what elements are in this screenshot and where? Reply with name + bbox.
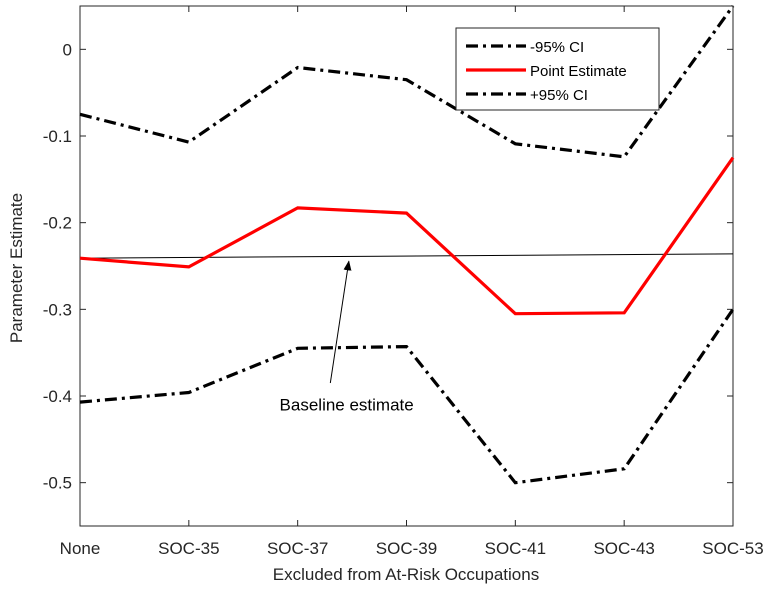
x-axis-label: Excluded from At-Risk Occupations [273,565,539,584]
x-tick-label: SOC-35 [158,539,219,558]
y-axis-label: Parameter Estimate [7,193,26,343]
y-tick-label: -0.2 [43,214,72,233]
x-tick-label: SOC-43 [593,539,654,558]
x-tick-label: SOC-41 [485,539,546,558]
annotation-arrow [329,260,352,384]
x-tick-label: None [60,539,101,558]
series-line-2 [79,5,735,159]
legend-label-1: Point Estimate [530,63,627,80]
x-tick-label: SOC-37 [267,539,328,558]
y-tick-label: -0.5 [43,474,72,493]
series-line-1 [79,156,735,316]
y-tick-label: -0.3 [43,300,72,319]
series-line-0 [79,308,735,485]
annotation-label: Baseline estimate [280,396,414,415]
y-tick-label: -0.4 [43,387,72,406]
y-tick-label: 0 [63,40,72,59]
legend-label-2: +95% CI [530,87,588,104]
x-tick-label: SOC-39 [376,539,437,558]
baseline-line [79,253,734,259]
x-tick-label: SOC-53 [702,539,763,558]
y-tick-label: -0.1 [43,127,72,146]
legend-label-0: -95% CI [530,39,584,56]
